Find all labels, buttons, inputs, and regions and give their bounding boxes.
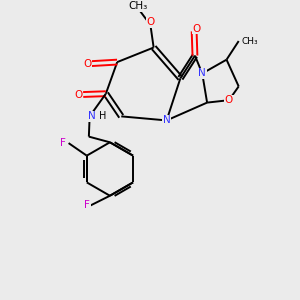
Text: F: F [60,138,65,148]
Text: N: N [88,111,96,122]
Text: F: F [84,200,90,210]
Text: O: O [83,59,92,69]
Text: O: O [192,24,201,34]
Text: N: N [198,68,206,78]
Text: O: O [225,95,233,105]
Text: CH₃: CH₃ [129,1,148,11]
Text: H: H [99,111,107,122]
Text: N: N [163,116,170,125]
Text: CH₃: CH₃ [241,37,258,46]
Text: O: O [74,89,82,100]
Text: O: O [146,17,154,27]
